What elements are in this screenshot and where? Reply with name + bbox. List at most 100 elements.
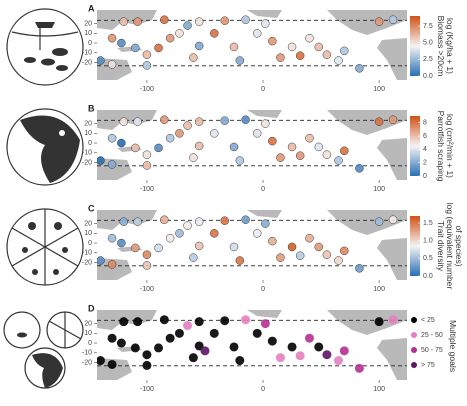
icon-fishing <box>6 8 84 86</box>
colorbar-title: of species) <box>454 225 464 266</box>
y-tick-label: 20 <box>84 320 92 327</box>
site-point <box>97 356 105 366</box>
y-tick-label: -20 <box>82 359 92 366</box>
site-point <box>374 17 384 26</box>
site-point <box>229 42 239 52</box>
legend-label: 50 - 75 <box>421 347 443 354</box>
site-point <box>355 164 364 173</box>
site-point <box>287 42 297 52</box>
legend-label: 25 - 50 <box>421 332 443 339</box>
x-tick-label: -100 <box>140 386 154 393</box>
site-point <box>175 129 184 138</box>
site-point <box>165 133 175 143</box>
site-point <box>241 215 250 224</box>
site-point <box>305 233 314 243</box>
y-tick-label: 0 <box>88 340 92 347</box>
x-tick-label: 0 <box>261 186 265 193</box>
site-point <box>220 16 229 25</box>
colorbar-title: Parrotfish scraping <box>436 111 446 182</box>
map <box>97 10 407 80</box>
panel-label: B <box>88 103 95 113</box>
site-point <box>235 356 245 366</box>
colorbar-tick-label: 2.5 <box>423 56 433 63</box>
colorbar-title: log (equivalent number <box>445 203 455 290</box>
site-point <box>159 315 169 325</box>
site-point <box>235 156 245 165</box>
colorbar-title: Biomass >20cm <box>436 16 446 77</box>
site-point <box>340 246 349 256</box>
site-point <box>268 236 277 246</box>
site-point <box>107 260 117 269</box>
x-tick-label: 100 <box>373 386 385 393</box>
site-point <box>241 315 251 325</box>
site-point <box>229 342 239 352</box>
site-point <box>107 333 117 343</box>
site-point <box>241 15 250 24</box>
site-point <box>275 353 285 363</box>
x-tick-label: 0 <box>261 386 265 393</box>
site-point <box>117 238 126 248</box>
site-point <box>235 56 245 65</box>
site-point <box>131 43 140 53</box>
site-point <box>268 36 277 46</box>
colorbar-tick-label: 6 <box>423 133 427 140</box>
site-point <box>276 153 285 162</box>
site-point <box>160 15 169 24</box>
site-point <box>252 129 262 138</box>
site-point <box>220 116 229 125</box>
site-point <box>261 219 270 228</box>
colorbar-tick-label: 0.5 <box>423 255 433 262</box>
y-tick-label: -20 <box>82 59 92 66</box>
site-point <box>322 50 332 59</box>
y-tick-label: 0 <box>88 40 92 47</box>
site-point <box>314 242 324 252</box>
site-point <box>295 151 305 160</box>
site-point <box>220 216 229 225</box>
site-point <box>388 315 398 325</box>
site-point <box>142 360 152 370</box>
site-point <box>304 333 314 343</box>
site-point <box>252 229 262 238</box>
site-point <box>119 217 128 226</box>
site-point <box>131 143 140 153</box>
site-point <box>183 121 192 130</box>
site-point <box>165 333 175 343</box>
icon-traits <box>6 208 84 286</box>
y-tick-label: 20 <box>84 120 92 127</box>
site-point <box>142 161 152 170</box>
site-point <box>388 115 398 124</box>
site-point <box>154 43 163 53</box>
site-point <box>189 253 198 262</box>
site-point <box>322 250 332 259</box>
site-point <box>241 115 250 124</box>
site-point <box>287 242 297 252</box>
colorbar-tick-label: 1.0 <box>423 238 433 245</box>
site-point <box>97 256 105 265</box>
site-point <box>333 356 343 366</box>
y-tick-label: -20 <box>82 159 92 166</box>
icon-parrotfish <box>6 108 84 186</box>
x-tick-label: 100 <box>373 286 385 293</box>
site-point <box>107 60 117 69</box>
legend-label: < 25 <box>421 317 435 324</box>
colorbar-title: log (cm²/min + 1) <box>445 114 455 178</box>
legend-swatch <box>411 317 417 323</box>
site-point <box>268 136 277 146</box>
site-point <box>189 153 198 162</box>
site-point <box>276 53 285 62</box>
legend-label: > 75 <box>421 362 435 369</box>
y-tick-label: -10 <box>82 250 92 257</box>
site-point <box>220 316 230 326</box>
map <box>97 110 407 180</box>
site-point <box>354 363 364 373</box>
site-point <box>229 142 239 152</box>
x-tick-label: 100 <box>373 86 385 93</box>
site-point <box>174 328 184 338</box>
panel-label: D <box>88 303 95 313</box>
site-point <box>334 156 343 165</box>
site-point <box>287 142 297 152</box>
site-point <box>154 343 164 353</box>
colorbar-title: log (Kg/ha + 1) <box>445 18 455 74</box>
map <box>97 310 407 380</box>
site-point <box>322 150 332 159</box>
